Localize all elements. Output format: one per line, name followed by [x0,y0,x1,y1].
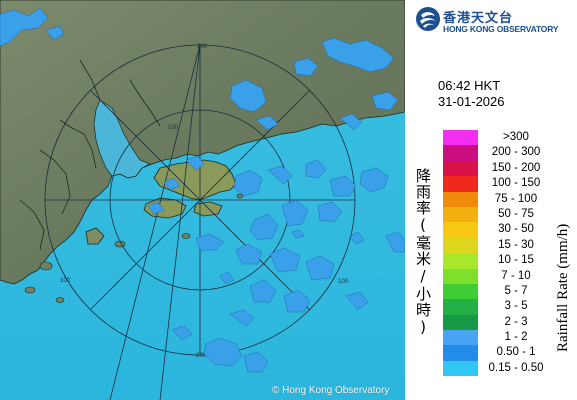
legend-range-label: 50 - 75 [498,207,534,220]
legend-range-label: 0.50 - 1 [496,346,536,359]
legend-range-label: 7 - 10 [501,269,531,282]
legend-range-label: 200 - 300 [491,146,541,159]
logo-text-english: HONG KONG OBSERVATORY [443,24,559,34]
pearl-river-estuary [93,99,151,179]
radar-map-canvas: 200 100 100 200 100 [0,0,405,400]
legend-swatch [443,160,478,177]
rainfall-legend: >300 200 - 300 150 - 200 100 - 150 75 - 100 5… [443,130,553,377]
legend-row: 2 - 3 [443,314,553,331]
legend-row: 15 - 30 [443,237,553,254]
legend-row: 7 - 10 [443,268,553,284]
legend-swatch [443,299,478,315]
legend-row: 75 - 100 [443,191,553,207]
river-channel [19,59,161,251]
ring-label: 200 [197,44,208,50]
legend-range-label: 2 - 3 [504,315,528,328]
legend-range-label: 3 - 5 [504,300,528,313]
legend-swatch [443,222,478,238]
legend-title-english: Rainfall Rate (mm/h) [555,223,571,352]
legend-row: 50 - 75 [443,206,553,223]
range-ring-labels: 200 100 100 200 100 [60,44,349,359]
legend-swatch [443,145,478,161]
ring-label: 100 [60,278,71,284]
legend-swatch [443,191,478,207]
legend-row: 200 - 300 [443,145,553,161]
observation-time: 06:42 HKT [438,78,501,93]
hko-logo-icon [416,7,440,31]
legend-row: 1 - 2 [443,330,553,346]
ring-label: 100 [168,125,179,131]
legend-row: 0.50 - 1 [443,345,553,361]
legend-range-label: 75 - 100 [494,192,538,205]
legend-row: 30 - 50 [443,222,553,238]
hong-kong-land [153,159,237,201]
observation-date: 31-01-2026 [438,94,505,109]
islands [24,193,244,303]
legend-row: >300 [443,130,553,146]
legend-swatch [443,253,478,269]
legend-row: 3 - 5 [443,299,553,315]
legend-swatch [443,206,478,223]
legend-swatch [443,268,478,284]
hko-logo: 香港天文台 HONG KONG OBSERVATORY [415,6,575,36]
legend-swatch [443,345,478,361]
legend-range-label: 100 - 150 [491,177,541,190]
legend-swatch [443,283,478,300]
legend-row: 10 - 15 [443,253,553,269]
legend-range-label: >300 [503,131,529,143]
legend-swatch [443,314,478,331]
legend-range-label: 10 - 15 [498,254,534,267]
ring-label: 100 [338,279,349,285]
legend-row: 100 - 150 [443,176,553,192]
legend-swatch [443,176,478,192]
hk-island [193,201,223,217]
legend-swatch [443,237,478,254]
legend-row: 150 - 200 [443,160,553,177]
legend-row: 5 - 7 [443,283,553,300]
ring-label: 200 [196,353,207,359]
macau-area [85,227,105,245]
legend-range-label: 30 - 50 [498,223,534,236]
legend-swatch [443,360,478,377]
range-rings [44,44,356,400]
copyright-text: © Hong Kong Observatory [272,385,390,396]
radar-map: 200 100 100 200 100 [0,0,405,400]
legend-range-label: 150 - 200 [491,161,541,174]
legend-swatch [443,130,478,146]
legend-range-label: 1 - 2 [504,331,528,344]
legend-range-label: 5 - 7 [504,284,528,297]
legend-range-label: 0.15 - 0.50 [488,361,544,374]
logo-text-chinese: 香港天文台 [443,11,514,26]
legend-row: 0.15 - 0.50 [443,360,553,377]
info-panel: 香港天文台 HONG KONG OBSERVATORY 06:42 HKT 31… [405,0,577,400]
legend-range-label: 15 - 30 [498,238,534,251]
rain-echoes [0,7,405,373]
legend-swatch [443,330,478,346]
legend-title-chinese: 降雨率(毫米/小時) [414,168,432,337]
